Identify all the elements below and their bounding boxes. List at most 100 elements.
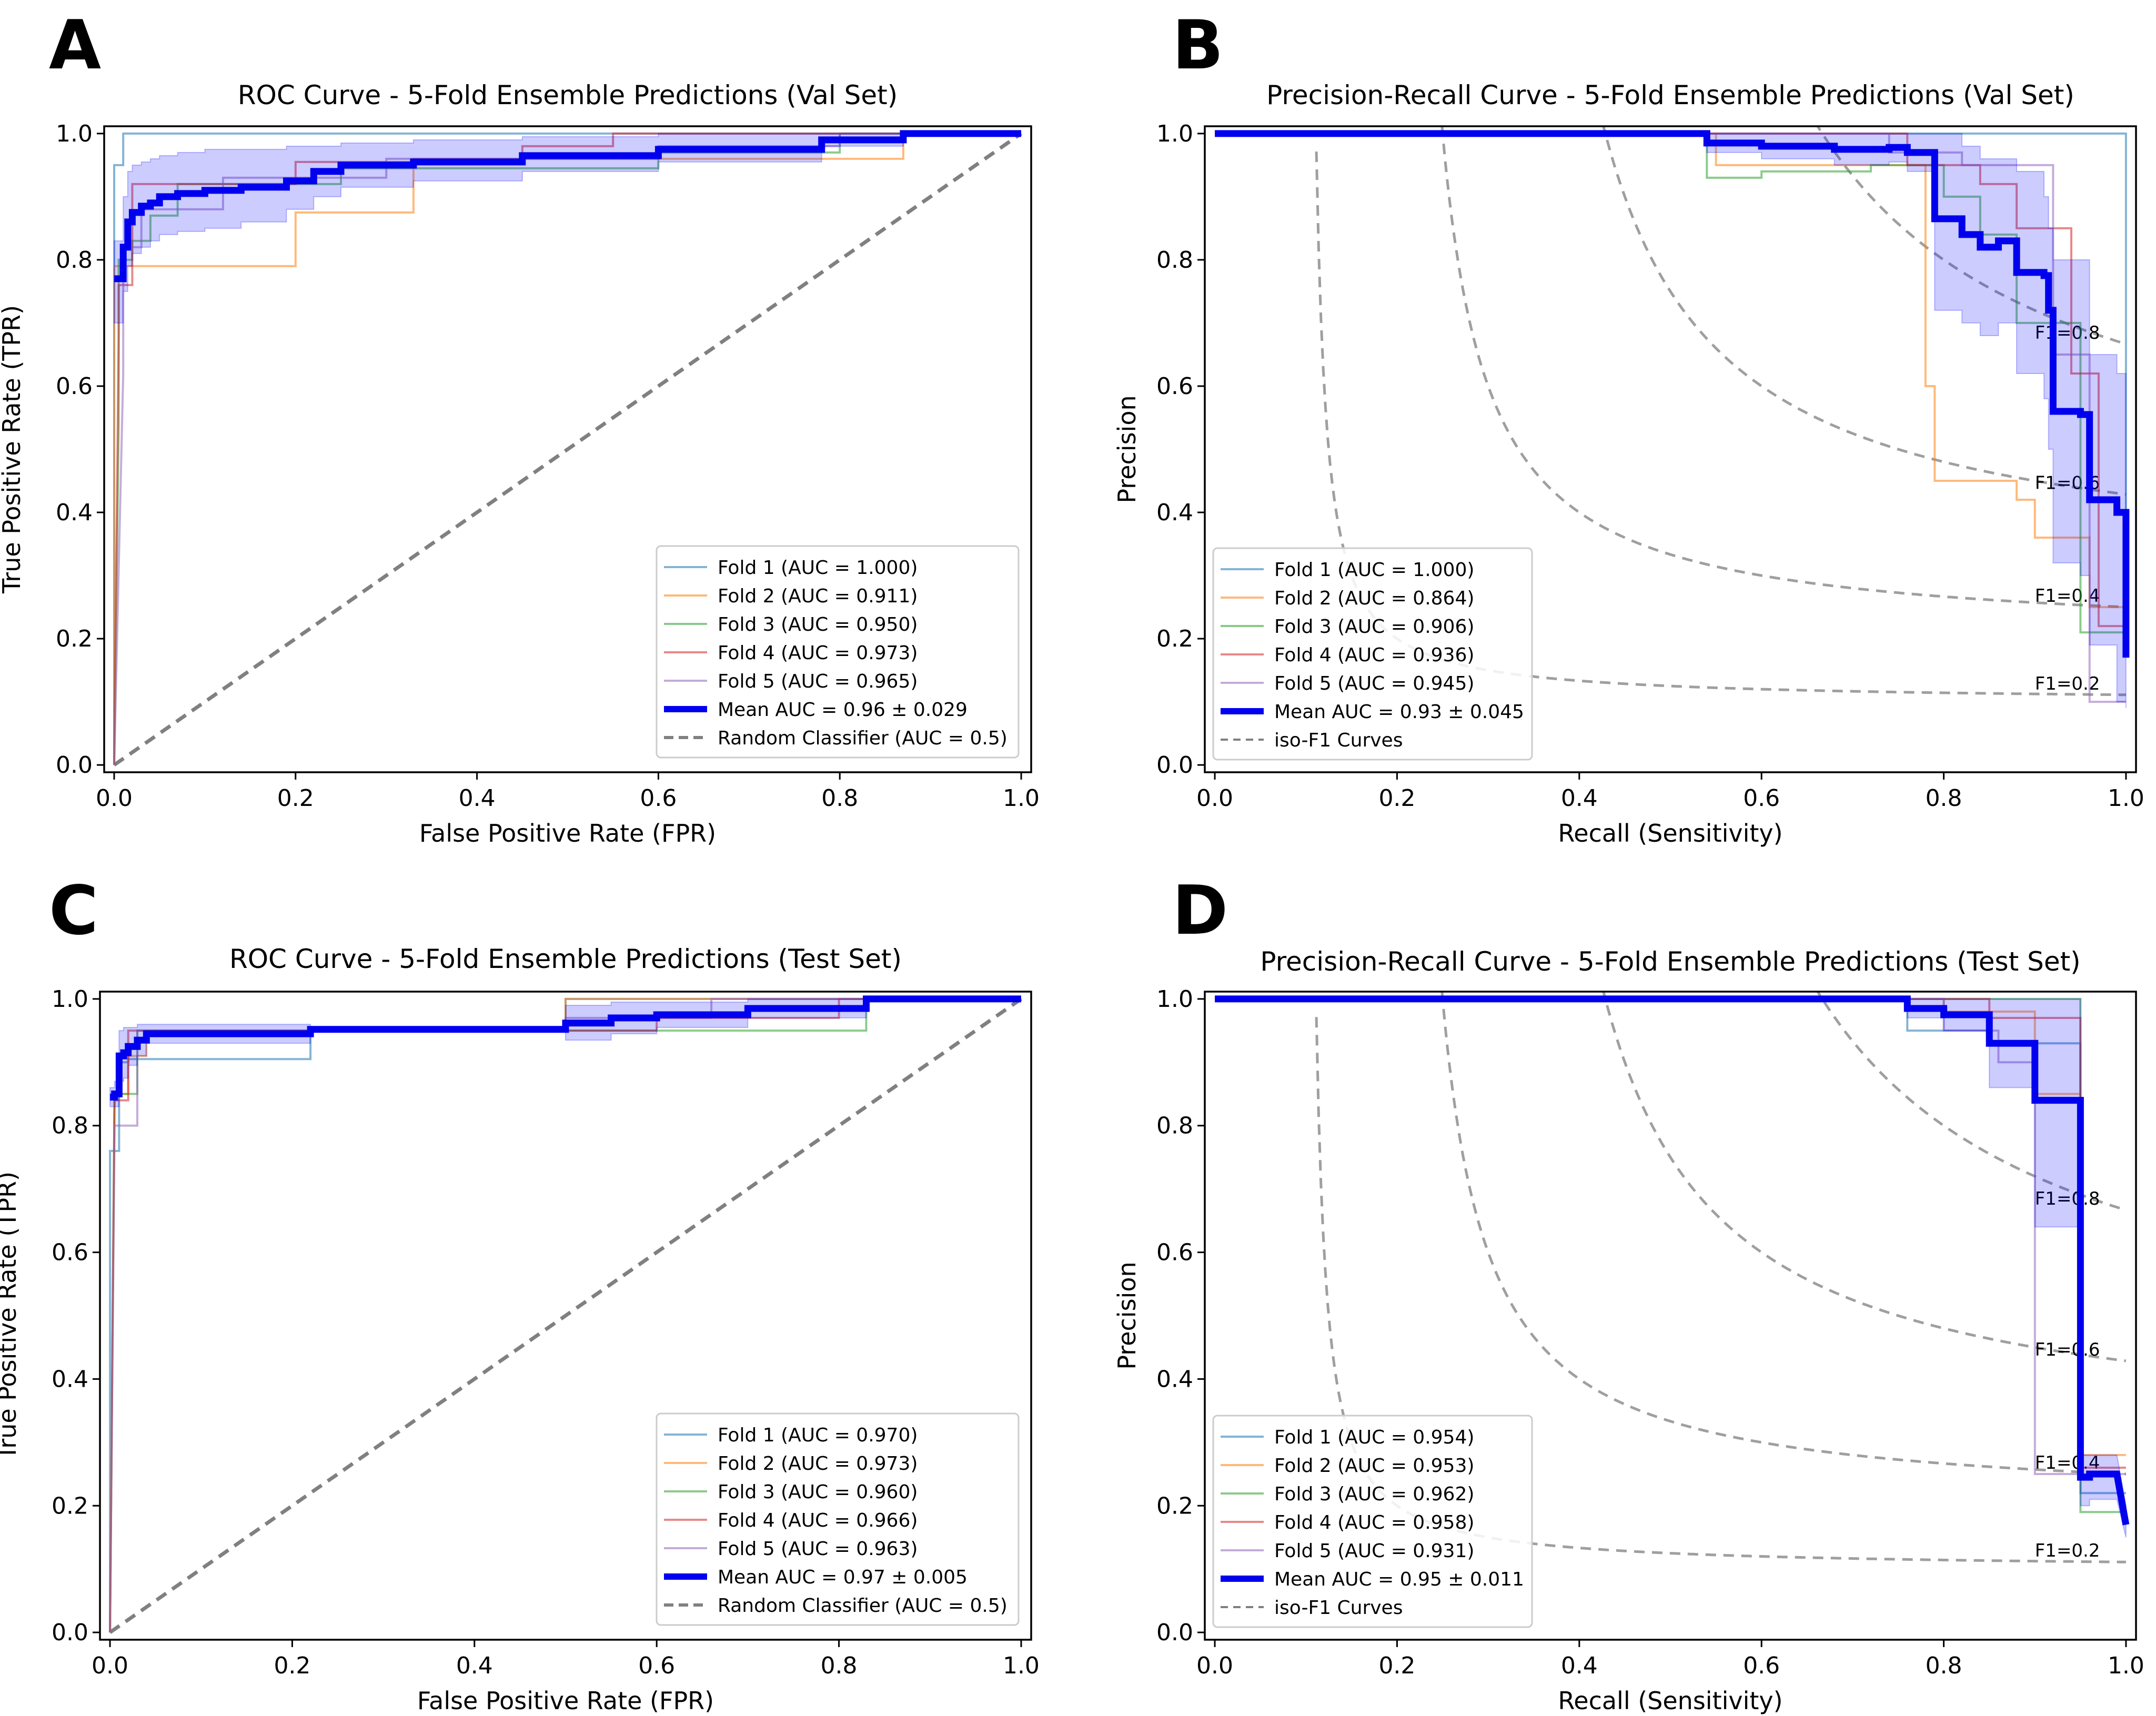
- panel-c-title: ROC Curve - 5-Fold Ensemble Predictions …: [229, 944, 902, 974]
- panel-b-y-tick-label: 0.6: [1156, 373, 1193, 400]
- panel-d-x-tick-label: 1.0: [2108, 1652, 2144, 1679]
- panel-b-legend-label: Mean AUC = 0.93 ± 0.045: [1274, 701, 1524, 723]
- panel-a-title: ROC Curve - 5-Fold Ensemble Predictions …: [238, 80, 898, 110]
- panel-c-legend-label: Mean AUC = 0.97 ± 0.005: [718, 1567, 968, 1588]
- panel-b-legend-label: Fold 3 (AUC = 0.906): [1274, 616, 1474, 638]
- panel-d-legend-label: Fold 3 (AUC = 0.962): [1274, 1483, 1474, 1505]
- panel-d-legend-box: [1212, 1415, 1533, 1628]
- panel-c-x-tick-label: 0.0: [92, 1652, 128, 1679]
- panel-d-y-axis-label: Precision: [1113, 1261, 1141, 1369]
- panel-a-legend-label: Fold 1 (AUC = 1.000): [718, 557, 918, 579]
- panel-a-y-tick-label: 0.4: [56, 499, 93, 526]
- panel-c-x-tick-label: 0.6: [638, 1652, 675, 1679]
- panel-a-fold-4-curve: [113, 132, 1021, 765]
- panel-b-legend-label: Fold 5 (AUC = 0.945): [1274, 673, 1474, 694]
- panel-d-x-tick-label: 0.4: [1561, 1652, 1598, 1679]
- panel-a-random-baseline: [113, 132, 1023, 767]
- panel-b-mean-band: [1215, 133, 2127, 709]
- panel-d-iso-f1-label: F1=0.6: [2035, 1339, 2100, 1360]
- panel-b-title: Precision-Recall Curve - 5-Fold Ensemble…: [1266, 80, 2074, 110]
- panel-b-mean-curve: [1215, 130, 2130, 658]
- panel-b-legend-label: Fold 1 (AUC = 1.000): [1274, 559, 1474, 581]
- panel-b-x-tick-label: 0.6: [1743, 785, 1780, 812]
- panel-b-legend-box: [1212, 547, 1533, 761]
- panel-d-legend: Fold 1 (AUC = 0.954) Fold 2 (AUC = 0.953)…: [1212, 1415, 1533, 1628]
- panel-b-x-tick-label: 0.0: [1196, 785, 1233, 812]
- panel-d-x-axis-label: Recall (Sensitivity): [1558, 1687, 1782, 1715]
- panel-a-legend-label: Fold 5 (AUC = 0.965): [718, 671, 918, 692]
- panel-c-x-axis-label: False Positive Rate (FPR): [417, 1687, 714, 1715]
- panel-c-legend-box: [656, 1412, 1020, 1626]
- panel-d-plot-area: F1=0.2F1=0.4F1=0.6F1=0.8: [1215, 992, 2130, 1563]
- panel-d-y-tick-label: 1.0: [1156, 986, 1193, 1013]
- panel-b-plot-area: F1=0.2F1=0.4F1=0.6F1=0.8: [1215, 126, 2130, 709]
- panel-b-x-tick-label: 0.4: [1561, 785, 1598, 812]
- panel-b-iso-f1-curve: [1602, 126, 2127, 496]
- panel-a-y-tick-label: 0.2: [56, 625, 93, 652]
- panel-b-y-tick-label: 0.8: [1156, 247, 1193, 274]
- panel-d-legend-label: Fold 2 (AUC = 0.953): [1274, 1455, 1474, 1477]
- panel-a-legend-label: Mean AUC = 0.96 ± 0.029: [718, 699, 968, 721]
- panel-c-y-tick-label: 0.6: [52, 1239, 88, 1266]
- panel-a-legend: Fold 1 (AUC = 1.000) Fold 2 (AUC = 0.911)…: [656, 545, 1020, 759]
- panel-a-plot-area: [113, 130, 1023, 767]
- panel-d-title: Precision-Recall Curve - 5-Fold Ensemble…: [1260, 946, 2080, 977]
- panel-b-legend-label: Fold 4 (AUC = 0.936): [1274, 644, 1474, 666]
- panel-a-y-tick-label: 0.8: [56, 247, 93, 274]
- panel-d-axes-frame: [1204, 991, 2137, 1641]
- panel-a-x-tick-label: 0.0: [96, 785, 133, 812]
- panel-b: B Precision-Recall Curve - 5-Fold Ensembl…: [1113, 6, 2144, 847]
- panel-c-mean-band: [109, 998, 1021, 1107]
- panel-a-x-tick-label: 1.0: [1003, 785, 1040, 812]
- panel-b-axes-frame: [1204, 125, 2137, 773]
- panel-d-iso-f1-curve: [1816, 992, 2127, 1212]
- panel-d-y-tick-label: 0.4: [1156, 1366, 1193, 1392]
- panel-c-y-axis-label: True Positive Rate (TPR): [0, 1172, 22, 1460]
- panel-a-y-axis-label: True Positive Rate (TPR): [0, 305, 26, 594]
- panel-b-y-tick-label: 0.4: [1156, 499, 1193, 526]
- panel-d: D Precision-Recall Curve - 5-Fold Ensembl…: [1113, 872, 2144, 1715]
- panel-d-legend-label: Fold 4 (AUC = 0.958): [1274, 1512, 1474, 1533]
- panel-a-legend-label: Fold 3 (AUC = 0.950): [718, 614, 918, 635]
- panel-a-x-tick-label: 0.6: [640, 785, 677, 812]
- panel-a-letter: A: [49, 6, 101, 85]
- panel-a-legend-label: Fold 2 (AUC = 0.911): [718, 586, 918, 607]
- panel-a: A ROC Curve - 5-Fold Ensemble Predictions…: [0, 6, 1040, 847]
- panel-b-y-tick-label: 0.0: [1156, 752, 1193, 779]
- panel-d-letter: D: [1172, 872, 1228, 950]
- panel-c-mean-curve: [110, 995, 1021, 1101]
- panel-d-iso-f1-curve: [1602, 992, 2127, 1362]
- panel-c-legend-label: Fold 2 (AUC = 0.973): [718, 1453, 918, 1475]
- panel-c-legend: Fold 1 (AUC = 0.970) Fold 2 (AUC = 0.973)…: [656, 1412, 1020, 1626]
- panel-c-y-tick-label: 0.8: [52, 1113, 88, 1139]
- panel-c-legend-label: Random Classifier (AUC = 0.5): [718, 1595, 1008, 1617]
- panel-c-x-tick-label: 0.2: [274, 1652, 310, 1679]
- panel-a-legend-label: Fold 4 (AUC = 0.973): [718, 642, 918, 664]
- panel-b-letter: B: [1172, 6, 1224, 85]
- panel-a-x-axis-label: False Positive Rate (FPR): [419, 819, 716, 847]
- panel-c: C ROC Curve - 5-Fold Ensemble Predictions…: [0, 872, 1040, 1715]
- panel-c-axes-frame: [99, 991, 1032, 1641]
- panel-c-y-tick-label: 0.2: [52, 1492, 88, 1519]
- panel-d-legend-label: Mean AUC = 0.95 ± 0.011: [1274, 1569, 1524, 1590]
- panel-b-iso-f1-curve: [1816, 126, 2127, 346]
- panel-c-y-tick-label: 1.0: [52, 986, 88, 1013]
- panel-c-x-tick-label: 0.8: [821, 1652, 858, 1679]
- panel-c-y-tick-label: 0.4: [52, 1366, 88, 1392]
- panel-b-y-axis-label: Precision: [1113, 395, 1141, 503]
- panel-c-random-baseline: [109, 997, 1022, 1634]
- panel-a-y-tick-label: 1.0: [56, 120, 93, 147]
- panel-c-letter: C: [49, 872, 98, 950]
- panel-b-x-tick-label: 0.2: [1378, 785, 1415, 812]
- panel-a-y-tick-label: 0.6: [56, 373, 93, 400]
- panel-d-y-tick-label: 0.2: [1156, 1492, 1193, 1519]
- panel-c-plot-area: [109, 995, 1022, 1634]
- panel-b-x-tick-label: 0.8: [1926, 785, 1962, 812]
- panel-b-iso-f1-label: F1=0.8: [2035, 322, 2100, 344]
- panel-a-mean-band: [114, 133, 1021, 324]
- panel-b-legend-label: iso-F1 Curves: [1274, 730, 1403, 751]
- panel-d-iso-f1-label: F1=0.2: [2035, 1540, 2100, 1561]
- panel-c-legend-label: Fold 4 (AUC = 0.966): [718, 1510, 918, 1531]
- panel-a-mean-curve: [114, 130, 1021, 282]
- panel-d-mean-curve: [1215, 995, 2130, 1526]
